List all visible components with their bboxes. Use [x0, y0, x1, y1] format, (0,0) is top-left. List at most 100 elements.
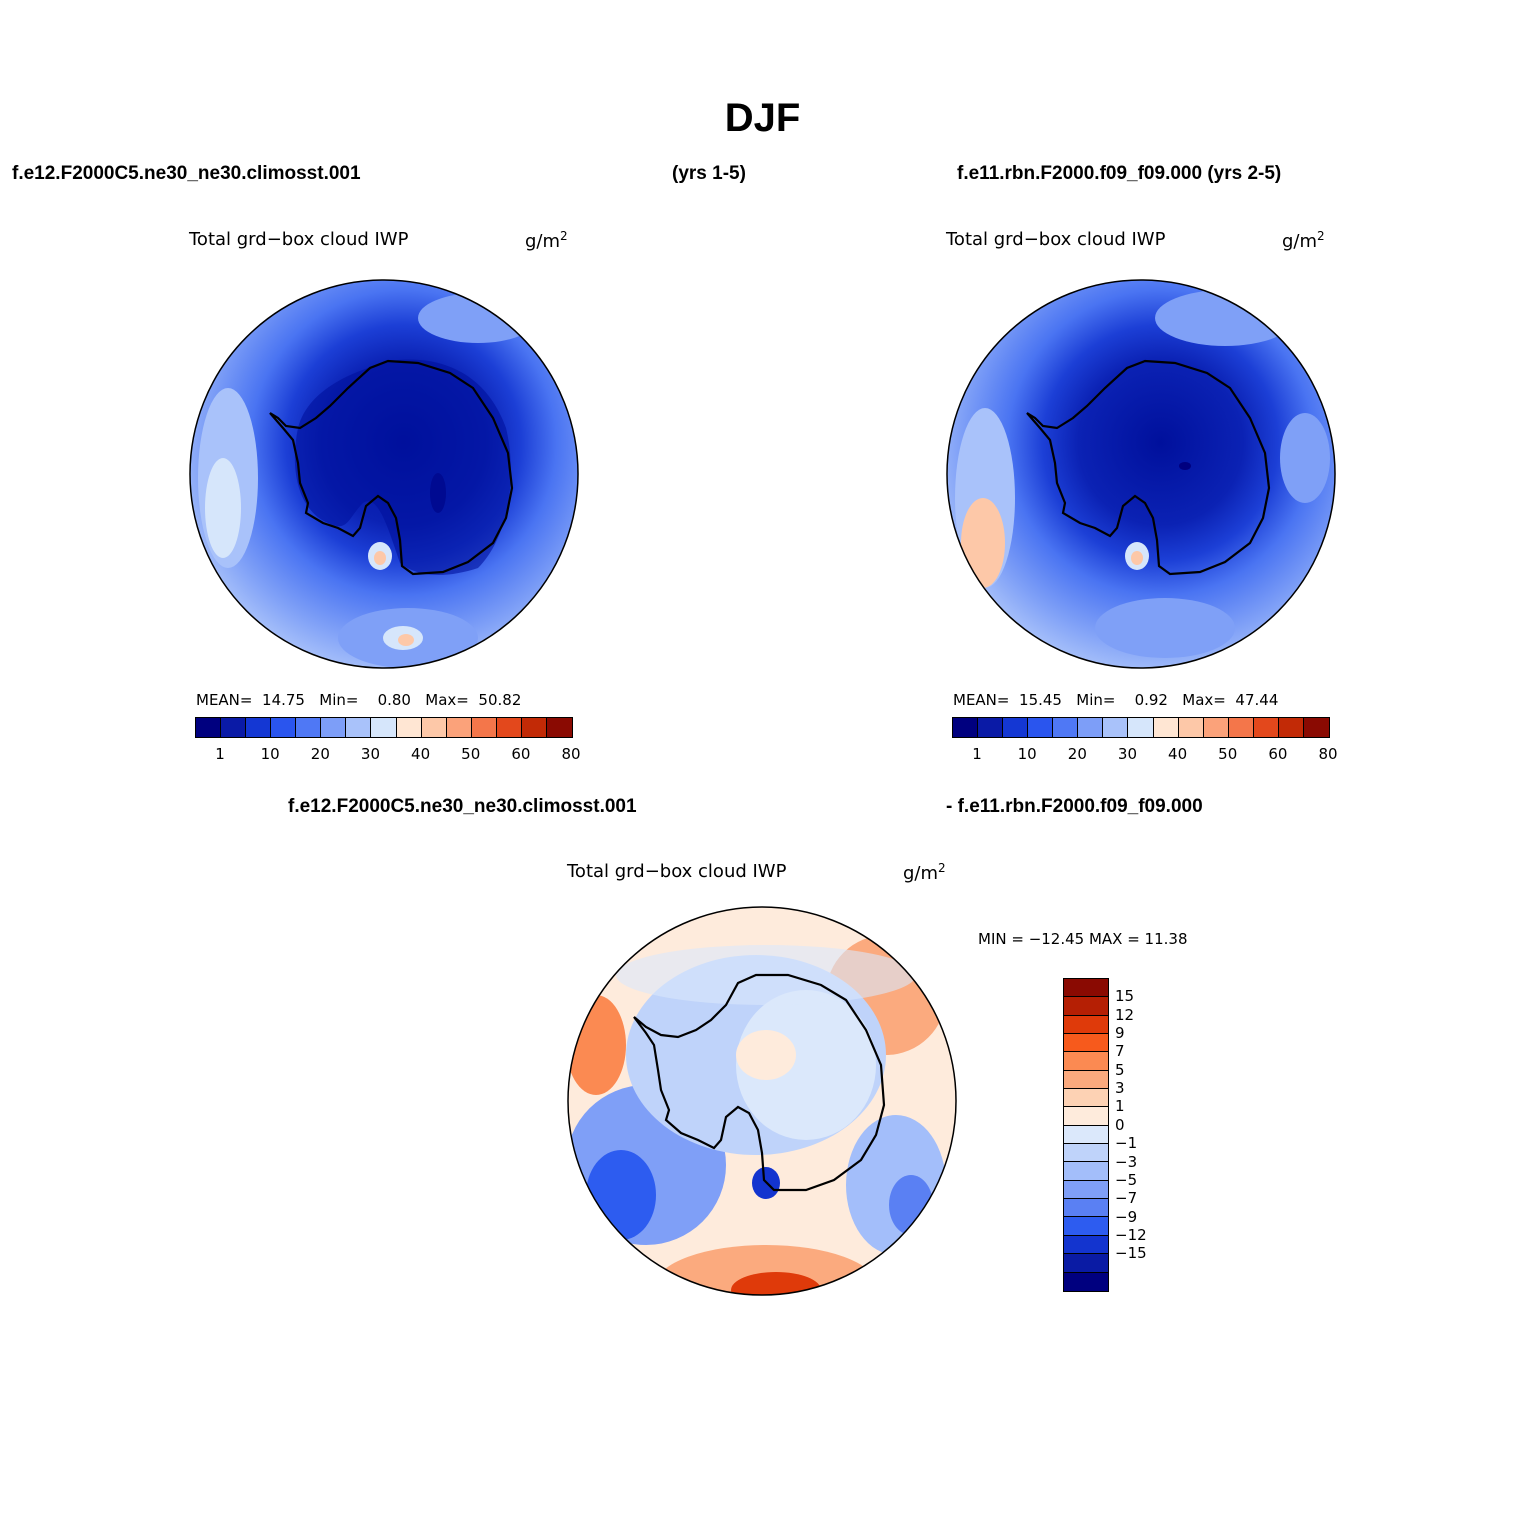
- colorbar-tick-label: −1: [1115, 1134, 1138, 1153]
- colorbar-tick-label: 30: [360, 745, 380, 763]
- colorbar-tick-label: 9: [1115, 1024, 1125, 1043]
- colorbar-difference: [1063, 978, 1109, 1292]
- colorbar-difference-labels: 15 12 9 7 5 3 1 0 −1 −3 −5 −7 −9 −12 −15: [1115, 978, 1175, 1290]
- colorbar-swatch: [271, 718, 297, 737]
- colorbar-swatch: [321, 718, 347, 737]
- colorbar-tick-label: −5: [1115, 1170, 1138, 1189]
- colorbar-swatch: [1053, 718, 1079, 737]
- case2-name: f.e11.rbn.F2000.f09_f09.000 (yrs 2-5): [957, 163, 1282, 184]
- colorbar-swatch: [1064, 1034, 1108, 1053]
- colorbar-panel1: [195, 717, 573, 738]
- colorbar-swatch: [1153, 718, 1179, 737]
- colorbar-tick-label: 5: [1115, 1060, 1125, 1079]
- colorbar-swatch: [1128, 718, 1154, 737]
- colorbar-tick-label: 10: [1017, 745, 1037, 763]
- colorbar-swatch: [221, 718, 247, 737]
- colorbar-swatch: [1064, 1107, 1108, 1126]
- colorbar-swatch: [196, 718, 222, 737]
- colorbar-swatch: [1064, 1217, 1108, 1236]
- colorbar-swatch: [1064, 979, 1108, 998]
- colorbar-swatch: [546, 718, 572, 737]
- colorbar-swatch: [1064, 1052, 1108, 1071]
- colorbar-tick-label: 50: [1218, 745, 1238, 763]
- colorbar-tick-label: 40: [1168, 745, 1188, 763]
- map-panel1: [189, 279, 579, 669]
- colorbar-tick-label: 30: [1117, 745, 1137, 763]
- colorbar-tick-label: 1: [215, 745, 225, 763]
- colorbar-tick-label: −15: [1115, 1244, 1147, 1263]
- colorbar-swatch: [1064, 997, 1108, 1016]
- map-panel2: [946, 279, 1336, 669]
- colorbar-swatch: [978, 718, 1004, 737]
- colorbar-swatch: [296, 718, 322, 737]
- colorbar-swatch: [1028, 718, 1054, 737]
- colorbar-swatch: [1103, 718, 1129, 737]
- colorbar-swatch: [1064, 1180, 1108, 1200]
- panel1-variable: Total grd−box cloud IWP: [189, 229, 409, 250]
- colorbar-swatch: [1064, 1089, 1108, 1108]
- colorbar-tick-label: 80: [1318, 745, 1338, 763]
- colorbar-tick-label: 20: [310, 745, 330, 763]
- panel2-units: g/m2: [1282, 229, 1325, 252]
- colorbar-swatch: [1178, 718, 1204, 737]
- colorbar-panel1-labels: 1 10 20 30 40 50 60 80: [195, 745, 580, 765]
- colorbar-tick-label: 40: [411, 745, 431, 763]
- colorbar-swatch: [1003, 718, 1029, 737]
- colorbar-swatch: [1064, 1070, 1108, 1090]
- colorbar-tick-label: 10: [260, 745, 280, 763]
- colorbar-tick-label: −12: [1115, 1225, 1147, 1244]
- colorbar-tick-label: 50: [461, 745, 481, 763]
- colorbar-swatch: [446, 718, 472, 737]
- colorbar-swatch: [246, 718, 272, 737]
- colorbar-swatch: [1064, 1272, 1108, 1291]
- colorbar-tick-label: 60: [1268, 745, 1288, 763]
- map-difference: [567, 906, 957, 1296]
- diff-name-a: f.e12.F2000C5.ne30_ne30.climosst.001: [288, 796, 637, 817]
- colorbar-tick-label: 0: [1115, 1115, 1125, 1134]
- colorbar-swatch: [1278, 718, 1304, 737]
- colorbar-tick-label: 3: [1115, 1079, 1125, 1098]
- colorbar-swatch: [1064, 1162, 1108, 1181]
- colorbar-tick-label: 12: [1115, 1005, 1135, 1024]
- colorbar-tick-label: 1: [972, 745, 982, 763]
- colorbar-tick-label: −7: [1115, 1189, 1138, 1208]
- colorbar-panel2: [952, 717, 1330, 738]
- colorbar-swatch: [396, 718, 422, 737]
- colorbar-swatch: [421, 718, 447, 737]
- colorbar-swatch: [1078, 718, 1104, 737]
- colorbar-tick-label: 1: [1115, 1097, 1125, 1116]
- colorbar-swatch: [1253, 718, 1279, 737]
- colorbar-swatch: [1064, 1144, 1108, 1163]
- colorbar-swatch: [953, 718, 979, 737]
- colorbar-swatch: [1228, 718, 1254, 737]
- colorbar-tick-label: 7: [1115, 1042, 1125, 1061]
- colorbar-swatch: [521, 718, 547, 737]
- diff-variable: Total grd−box cloud IWP: [567, 861, 787, 882]
- case1-years: (yrs 1-5): [672, 163, 746, 184]
- colorbar-swatch: [371, 718, 397, 737]
- colorbar-panel2-labels: 1 10 20 30 40 50 60 80: [952, 745, 1337, 765]
- colorbar-swatch: [496, 718, 522, 737]
- panel1-units: g/m2: [525, 229, 568, 252]
- diff-minmax: MIN = −12.45 MAX = 11.38: [978, 930, 1188, 948]
- panel2-stats: MEAN= 15.45 Min= 0.92 Max= 47.44: [953, 691, 1279, 709]
- colorbar-tick-label: 60: [511, 745, 531, 763]
- diff-units: g/m2: [903, 861, 946, 884]
- colorbar-tick-label: 80: [561, 745, 581, 763]
- colorbar-swatch: [1064, 1125, 1108, 1145]
- colorbar-swatch: [1303, 718, 1329, 737]
- colorbar-swatch: [1064, 1235, 1108, 1255]
- colorbar-swatch: [1203, 718, 1229, 737]
- colorbar-tick-label: 15: [1115, 987, 1135, 1006]
- panel2-variable: Total grd−box cloud IWP: [946, 229, 1166, 250]
- case1-name: f.e12.F2000C5.ne30_ne30.climosst.001: [12, 163, 361, 184]
- diff-name-b: - f.e11.rbn.F2000.f09_f09.000: [946, 796, 1203, 817]
- colorbar-tick-label: −9: [1115, 1207, 1138, 1226]
- figure-title: DJF: [724, 96, 801, 140]
- colorbar-swatch: [1064, 1015, 1108, 1035]
- panel1-stats: MEAN= 14.75 Min= 0.80 Max= 50.82: [196, 691, 522, 709]
- colorbar-swatch: [1064, 1199, 1108, 1218]
- colorbar-swatch: [1064, 1254, 1108, 1273]
- colorbar-swatch: [346, 718, 372, 737]
- colorbar-tick-label: −3: [1115, 1152, 1138, 1171]
